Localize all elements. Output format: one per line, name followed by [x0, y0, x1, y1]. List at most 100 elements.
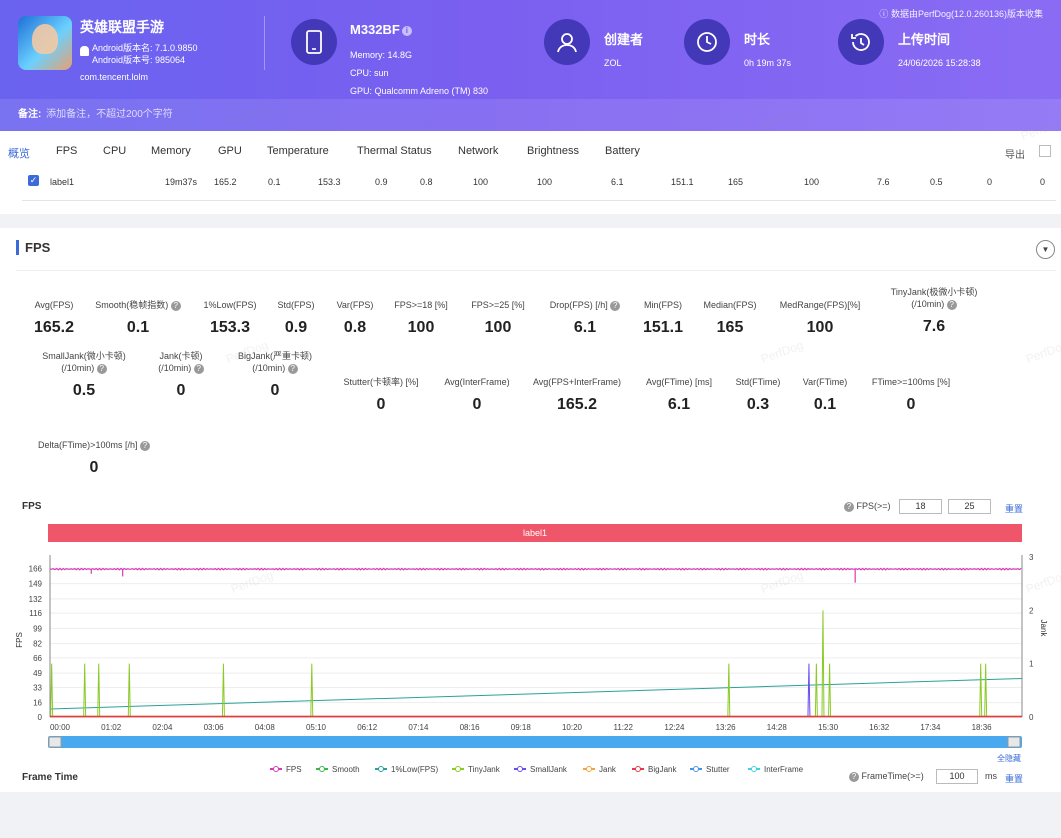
- stat-label: Avg(FPS+InterFrame): [532, 377, 622, 387]
- stat-value: 0.8: [343, 319, 367, 336]
- ftime-reset-link[interactable]: 重置: [1005, 774, 1024, 784]
- export-icon[interactable]: [1039, 145, 1051, 157]
- upload-value: 24/06/2026 15:28:38: [898, 58, 981, 68]
- label-cell: 7.6: [877, 177, 890, 187]
- tinyjank-spike: [83, 663, 87, 718]
- header-divider: [264, 16, 265, 70]
- tab-6[interactable]: Thermal Status: [357, 145, 432, 157]
- legend-label[interactable]: FPS: [286, 765, 302, 774]
- app-package: com.tencent.lolm: [80, 72, 149, 82]
- fps-threshold-1-input[interactable]: 18: [899, 499, 942, 514]
- label-checkbox[interactable]: ✓: [28, 175, 39, 186]
- ftime-threshold-label: ? FrameTime(>=): [849, 771, 924, 782]
- device-gpu: GPU: Qualcomm Adreno (TM) 830: [350, 86, 489, 96]
- help-icon[interactable]: ?: [193, 363, 204, 374]
- ftime-threshold-input[interactable]: 100: [936, 769, 978, 784]
- tab-4[interactable]: GPU: [218, 145, 242, 157]
- label-cell: 0: [987, 177, 993, 187]
- range-slider-left-handle[interactable]: [48, 736, 62, 748]
- tab-3[interactable]: Memory: [151, 145, 191, 157]
- help-icon[interactable]: ?: [96, 363, 107, 374]
- tab-8[interactable]: Brightness: [527, 145, 579, 157]
- tinyjank-spike: [727, 663, 731, 718]
- help-icon[interactable]: ?: [287, 363, 298, 374]
- x-tick-label: 15:30: [818, 723, 839, 732]
- help-icon[interactable]: ?: [139, 440, 150, 451]
- x-tick-label: 03:06: [204, 723, 225, 732]
- tab-0[interactable]: 概览: [8, 148, 30, 160]
- legend-label[interactable]: Smooth: [332, 765, 360, 774]
- help-icon[interactable]: ?: [610, 300, 621, 311]
- label-cell: 0.8: [420, 177, 433, 187]
- label-cell: 165.2: [214, 177, 237, 187]
- help-icon: ?: [844, 501, 854, 512]
- stat-value: 0: [376, 396, 386, 413]
- stat-value: 0: [270, 382, 280, 399]
- upload-label: 上传时间: [898, 32, 951, 47]
- tab-1[interactable]: FPS: [56, 145, 78, 157]
- tab-9[interactable]: Battery: [605, 145, 640, 157]
- stat-item: Avg(FPS+InterFrame) 165.2: [517, 376, 637, 414]
- export-button[interactable]: 导出: [1005, 150, 1025, 161]
- tab-5[interactable]: Temperature: [267, 145, 329, 157]
- help-icon[interactable]: ?: [946, 299, 957, 310]
- label-cell: 151.1: [671, 177, 694, 187]
- collapse-icon[interactable]: ▼: [1036, 240, 1055, 259]
- range-slider-right-handle[interactable]: [1007, 736, 1021, 748]
- x-tick-label: 05:10: [306, 723, 327, 732]
- tinyjank-spike: [828, 663, 832, 718]
- info-circle-icon: ⓘ: [879, 9, 891, 19]
- stat-value: 151.1: [642, 319, 684, 336]
- note-input[interactable]: 添加备注，不超过200个字符: [46, 109, 173, 120]
- legend-marker: [586, 766, 592, 772]
- legend-label[interactable]: Jank: [599, 765, 617, 774]
- stat-item: Jank(卡顿) (/10min) ? 0: [121, 350, 241, 400]
- low1-series-line: [49, 678, 1023, 710]
- smalljank-spike: [807, 663, 811, 718]
- stat-label: Var(FTime): [802, 377, 848, 387]
- stat-value: 0: [906, 396, 916, 413]
- stat-label: Var(FPS): [336, 300, 374, 310]
- label-cell: 0.1: [268, 177, 281, 187]
- y-tick-label: 49: [33, 669, 42, 678]
- tab-7[interactable]: Network: [458, 145, 499, 157]
- metric-tabs: 概览 FPS CPU Memory GPU Temperature Thermal Stat…: [0, 131, 1061, 171]
- help-icon[interactable]: ?: [170, 300, 181, 311]
- stat-item: Smooth(稳帧指数) ? 0.1: [78, 299, 198, 337]
- fps-series-line: [49, 567, 1022, 571]
- legend-label[interactable]: 1%Low(FPS): [391, 765, 438, 774]
- y-tick-label: 116: [29, 609, 42, 618]
- hide-all-link[interactable]: 全隐藏: [997, 753, 1021, 763]
- stat-label: Avg(FTime) [ms]: [645, 377, 712, 387]
- note-label: 备注:: [18, 109, 42, 120]
- stat-item: Std(FPS) 0.9: [236, 299, 356, 337]
- label-cell: 100: [537, 177, 553, 187]
- y2-tick-label: 0: [1029, 713, 1034, 722]
- device-info-icon[interactable]: i: [401, 25, 412, 36]
- stat-item: FPS>=25 [%] 100: [438, 299, 558, 337]
- tab-2[interactable]: CPU: [103, 145, 127, 157]
- fps-threshold-2-input[interactable]: 25: [948, 499, 991, 514]
- stat-item: FTime>=100ms [%] 0: [851, 376, 971, 414]
- x-tick-label: 12:24: [664, 723, 685, 732]
- fps-reset-link[interactable]: 重置: [1005, 504, 1024, 514]
- legend-label[interactable]: TinyJank: [468, 765, 501, 774]
- app-icon: [18, 16, 72, 70]
- note-bar[interactable]: 备注: 添加备注，不超过200个字符: [0, 99, 1061, 131]
- tinyjank-spike: [127, 663, 131, 718]
- x-tick-label: 16:32: [869, 723, 890, 732]
- fps-chart[interactable]: label1 0 16 33 49 66 82 99 116 132 149 166 0 1 2 3 FPS Ja…: [0, 518, 1061, 838]
- tinyjank-spike: [821, 610, 825, 718]
- legend-label[interactable]: SmallJank: [530, 765, 568, 774]
- legend-marker: [635, 766, 641, 772]
- legend-label[interactable]: InterFrame: [764, 765, 804, 774]
- legend-label[interactable]: BigJank: [648, 765, 677, 774]
- stat-value: 7.6: [922, 318, 946, 335]
- user-icon: [544, 19, 590, 65]
- stat-item: Median(FPS) 165: [670, 299, 790, 337]
- label-cell: 0: [1040, 177, 1046, 187]
- stat-value: 0.9: [284, 319, 308, 336]
- stat-label: TinyJank(极微小卡顿): [890, 287, 978, 297]
- legend-marker: [751, 766, 757, 772]
- legend-label[interactable]: Stutter: [706, 765, 730, 774]
